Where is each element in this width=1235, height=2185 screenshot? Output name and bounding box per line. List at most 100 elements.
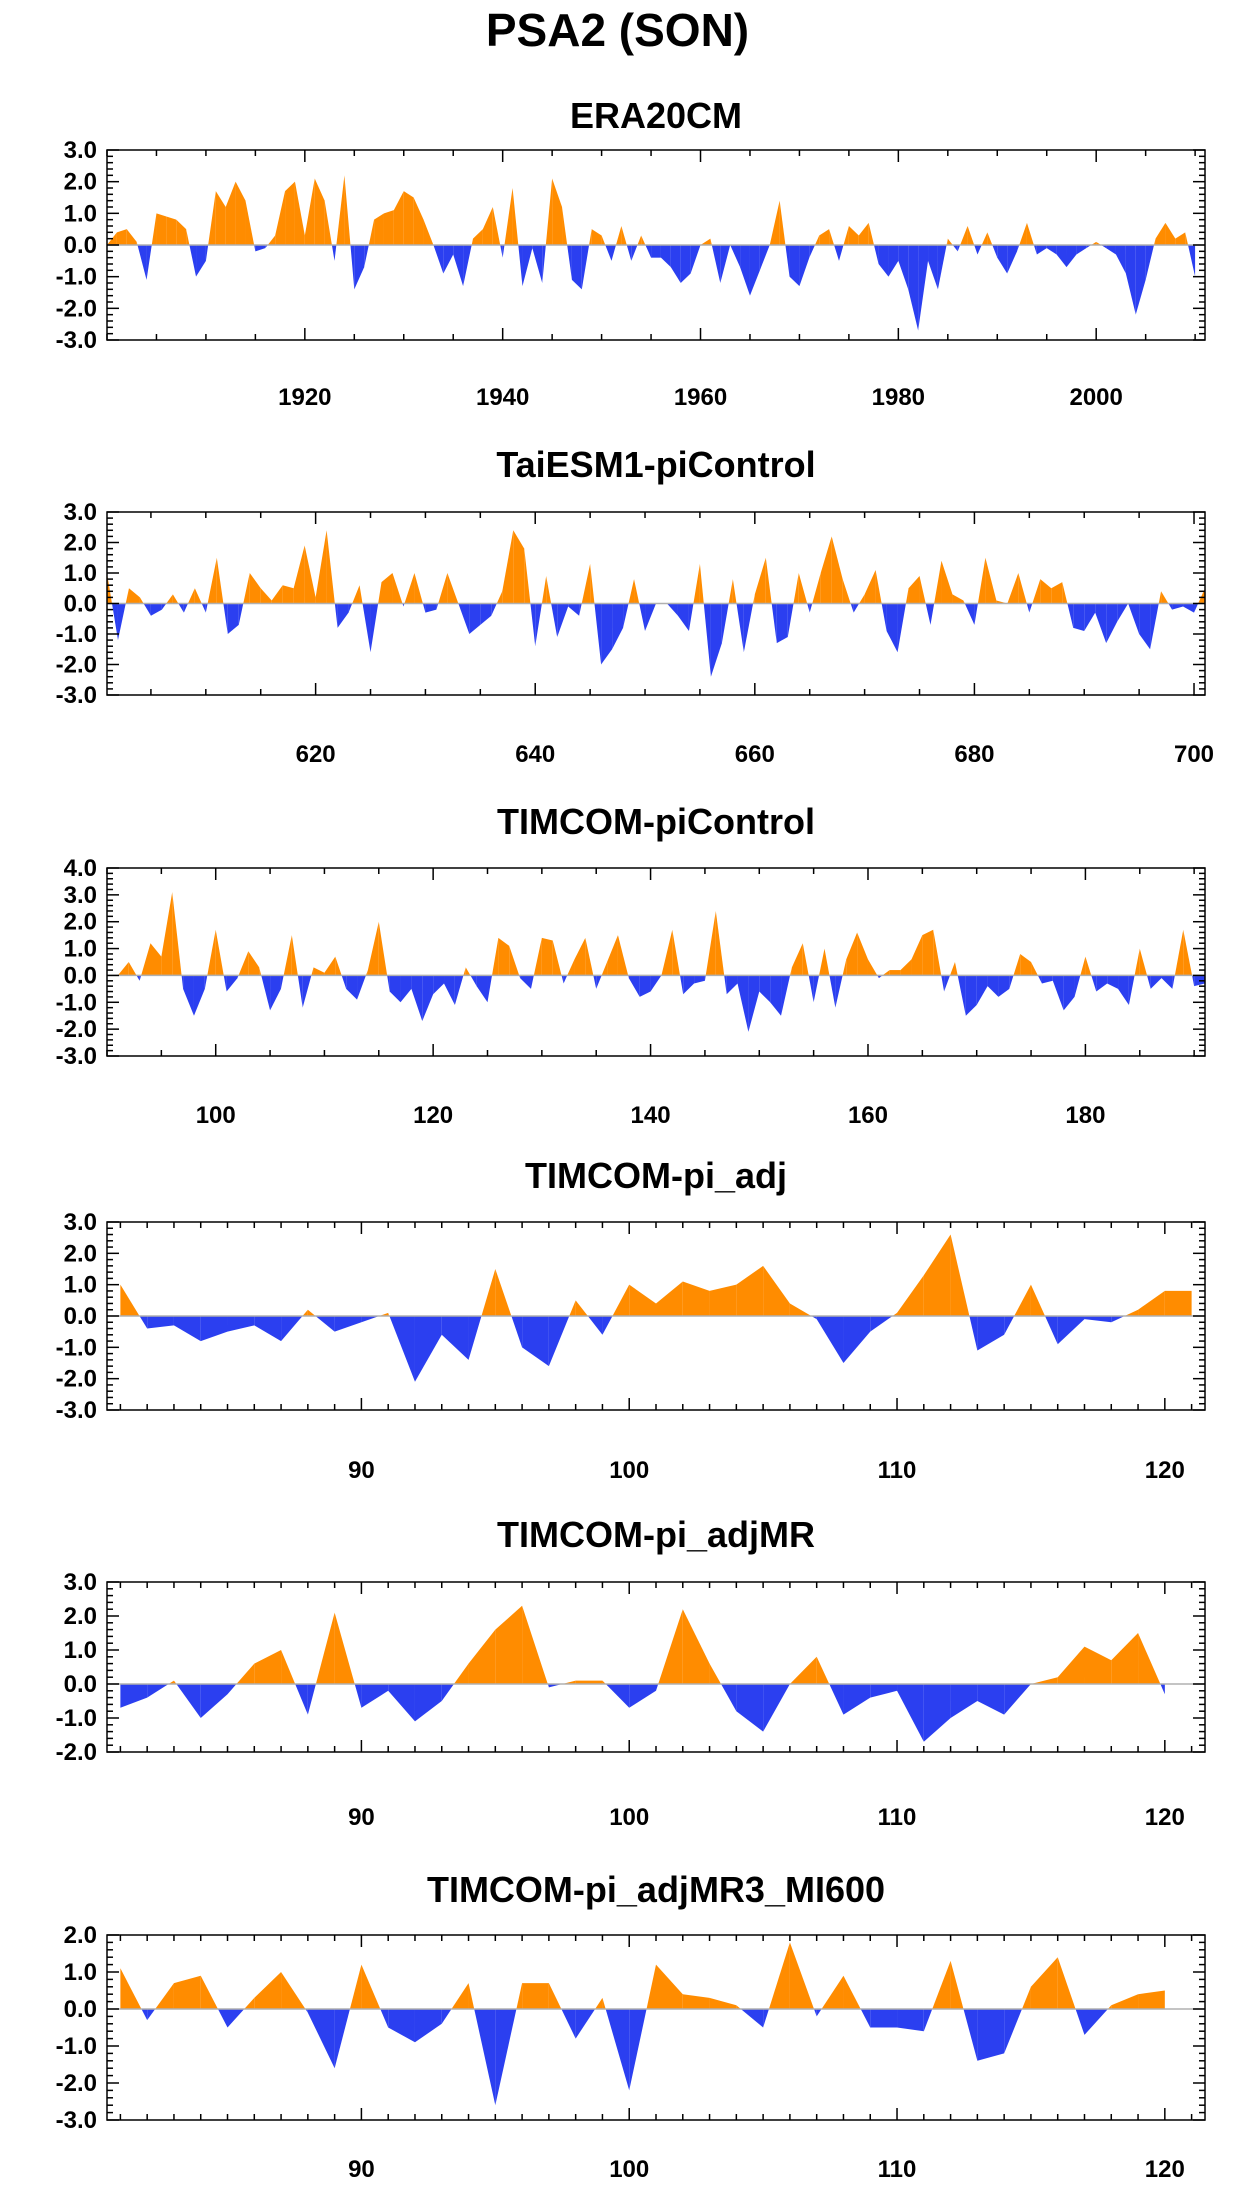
positive-area — [1022, 1986, 1031, 2009]
y-tick-label: 3.0 — [64, 499, 97, 526]
negative-area — [183, 975, 194, 1016]
negative-area — [453, 245, 464, 287]
negative-area — [881, 603, 887, 631]
positive-area — [116, 229, 127, 245]
y-tick-label: -2.0 — [56, 295, 97, 322]
negative-area — [776, 603, 788, 644]
positive-area — [897, 1275, 924, 1316]
positive-area — [259, 967, 262, 976]
x-tick-label: 2000 — [1069, 384, 1122, 411]
positive-area — [820, 536, 832, 604]
negative-area — [436, 603, 439, 610]
negative-area — [581, 245, 590, 290]
negative-area — [656, 1684, 659, 1691]
negative-area — [362, 603, 371, 653]
negative-area — [853, 603, 860, 613]
negative-area — [1026, 603, 1030, 613]
negative-area — [1075, 2009, 1085, 2035]
negative-area — [814, 2009, 817, 2017]
positive-area — [307, 1309, 316, 1316]
positive-area — [1161, 591, 1169, 604]
positive-area — [1183, 929, 1193, 976]
x-tick-label: 680 — [954, 741, 994, 768]
x-tick-label: 100 — [609, 2156, 649, 2183]
positive-area — [932, 1960, 951, 2009]
positive-area — [522, 1605, 548, 1684]
negative-area — [965, 975, 977, 1016]
positive-area — [379, 1312, 389, 1316]
positive-area — [120, 1968, 142, 2009]
negative-area — [1029, 603, 1033, 613]
positive-area — [842, 959, 847, 976]
negative-area — [816, 2009, 822, 2017]
x-tick-label: 1980 — [872, 384, 925, 411]
x-tick-label: 110 — [878, 2156, 917, 2183]
negative-area — [1084, 2009, 1108, 2035]
positive-area — [950, 962, 955, 976]
negative-area — [542, 245, 546, 283]
negative-area — [387, 975, 390, 992]
positive-area — [950, 1960, 964, 2009]
positive-area — [245, 200, 255, 245]
positive-area — [859, 594, 865, 604]
positive-area — [709, 1663, 722, 1684]
positive-area — [843, 1975, 861, 2009]
positive-area — [858, 222, 869, 245]
negative-area — [557, 603, 569, 638]
negative-area — [763, 2009, 769, 2028]
positive-area — [492, 937, 499, 976]
negative-area — [690, 245, 701, 274]
negative-area — [628, 975, 640, 997]
negative-area — [1135, 245, 1146, 315]
negative-area — [1066, 245, 1077, 268]
panel-title: ERA20CM — [570, 95, 742, 136]
negative-area — [227, 1316, 255, 1332]
negative-area — [787, 603, 794, 638]
positive-area — [954, 962, 958, 976]
chart-panel-2: TaiESM1-piControl 3.0 2.0 1.0 0.0 -1.0 -2.0 -3.… — [56, 444, 1214, 768]
positive-area — [1138, 1633, 1161, 1684]
y-tick-label: 1.0 — [64, 1272, 97, 1299]
positive-area — [1164, 1290, 1192, 1316]
positive-area — [591, 229, 602, 245]
positive-area — [468, 1629, 496, 1684]
positive-area — [1111, 1994, 1139, 2009]
positive-area — [875, 569, 882, 604]
negative-area — [443, 245, 454, 274]
negative-area — [547, 1684, 549, 1688]
positive-area — [1051, 582, 1063, 604]
y-tick-label: 1.0 — [64, 1959, 97, 1986]
negative-area — [575, 2009, 596, 2039]
positive-area — [291, 935, 298, 976]
negative-area — [736, 1684, 764, 1732]
positive-area — [1030, 1957, 1058, 2009]
negative-area — [522, 1316, 549, 1367]
negative-area — [1150, 975, 1162, 989]
negative-area — [265, 245, 268, 249]
positive-area — [451, 1983, 469, 2009]
positive-area — [789, 1303, 812, 1316]
panel-title: TaiESM1-piControl — [496, 444, 815, 485]
panel-title: TIMCOM-pi_adjMR — [497, 1514, 815, 1555]
positive-area — [254, 1972, 282, 2009]
positive-area — [283, 935, 292, 976]
negative-area — [1046, 245, 1057, 255]
positive-area — [552, 178, 563, 245]
positive-area — [522, 1983, 549, 2009]
negative-area — [331, 245, 335, 261]
positive-area — [1134, 948, 1140, 976]
negative-area — [334, 245, 337, 261]
negative-area — [928, 245, 938, 290]
negative-area — [976, 975, 988, 1005]
negative-area — [161, 603, 167, 610]
negative-area — [388, 1684, 415, 1722]
y-tick-label: 1.0 — [64, 200, 97, 227]
positive-area — [789, 1656, 817, 1684]
positive-area — [215, 929, 224, 976]
positive-area — [829, 229, 835, 245]
positive-area — [208, 191, 216, 245]
positive-area — [200, 1975, 218, 2009]
positive-area — [709, 1284, 737, 1316]
positive-area — [589, 229, 592, 245]
negative-area — [223, 975, 227, 992]
